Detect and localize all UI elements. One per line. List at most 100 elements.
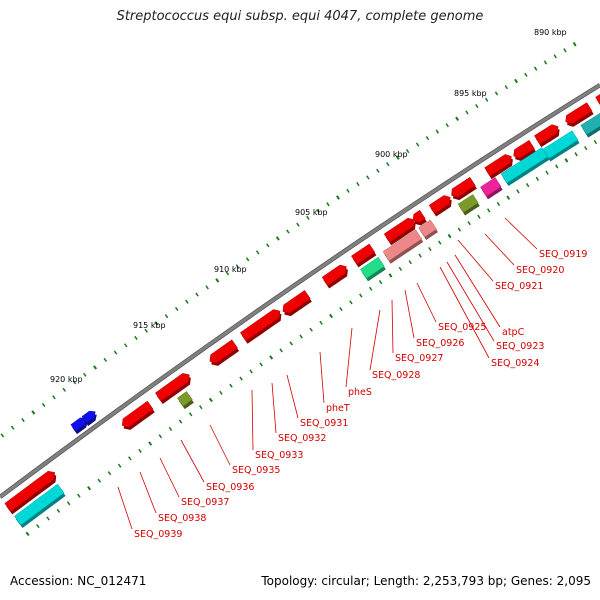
outer-tick [563, 48, 567, 53]
outer-tick [134, 335, 138, 340]
inner-tick [309, 327, 313, 332]
cog-magenta-0 [480, 177, 502, 197]
gene-red-9 [412, 209, 426, 223]
inner-tick [516, 189, 520, 194]
outer-tick [306, 215, 310, 220]
inner-tick [128, 456, 132, 461]
gene-label: atpC [502, 327, 525, 338]
outer-tick [386, 162, 390, 167]
gene-labels: SEQ_0919 SEQ_0920 SEQ_0921 atpC SEQ_0923 SEQ_… [134, 249, 587, 540]
gene-label: SEQ_0937 [181, 497, 229, 508]
gene-features [4, 94, 600, 529]
inner-tick [428, 246, 432, 252]
inner-tick [249, 369, 253, 374]
leader-line [416, 282, 437, 323]
outer-tick [465, 110, 469, 115]
inner-tick [66, 501, 71, 506]
outer-tick [455, 116, 460, 122]
accession-text: Accession: NC_012471 [10, 574, 147, 588]
inner-tick [564, 158, 569, 163]
inner-tick [158, 434, 163, 439]
inner-tick [438, 240, 442, 245]
cog-pink-0 [382, 229, 423, 262]
inner-tick [239, 376, 243, 381]
leader-line [251, 389, 254, 451]
outer-tick [93, 365, 98, 370]
scale-tick-labels: 890 kbp 895 kbp 900 kbp 905 kbp 910 kbp 915 k… [50, 28, 567, 384]
label-leader-lines [117, 217, 538, 530]
outer-tick [445, 123, 449, 128]
gene-label: SEQ_0936 [206, 482, 254, 493]
gene-label: SEQ_0927 [395, 353, 443, 364]
leader-line [159, 457, 180, 498]
outer-tick [123, 343, 128, 348]
gene-label: SEQ_0926 [416, 338, 464, 349]
gene-red-13 [513, 139, 535, 159]
inner-tick [477, 214, 481, 219]
leader-line [180, 439, 205, 483]
inner-tick [339, 307, 343, 312]
inner-tick [545, 170, 549, 175]
gene-red-7 [351, 243, 376, 265]
gene-red-8 [383, 217, 415, 243]
outer-tick [533, 66, 538, 71]
genome-title: Streptococcus equi subsp. equi 4047, com… [116, 9, 484, 24]
outer-tick [275, 236, 280, 241]
inner-tick [279, 348, 283, 353]
outer-tick [245, 257, 250, 262]
gene-label: SEQ_0919 [539, 249, 587, 260]
gene-label: SEQ_0923 [496, 341, 544, 352]
outer-tick [415, 142, 420, 147]
inner-tick [46, 516, 50, 521]
gene-label: SEQ_0938 [158, 513, 206, 524]
gene-red-10 [428, 195, 451, 214]
gene-red-4 [239, 309, 281, 342]
inner-tick [259, 362, 263, 367]
gene-red-14 [534, 124, 559, 145]
outer-tick [62, 387, 67, 392]
inner-tick [117, 463, 122, 468]
outer-tick [326, 202, 330, 207]
inner-tick [418, 253, 422, 258]
inner-tick [56, 508, 61, 513]
outer-tick [83, 372, 87, 377]
outer-tick [144, 328, 148, 333]
gene-label: pheT [326, 403, 350, 414]
gene-red-12 [484, 154, 512, 177]
inner-tick [555, 164, 559, 169]
scale-tick-label: 895 kbp [454, 89, 487, 98]
leader-line [504, 217, 538, 250]
gene-red-2 [155, 373, 190, 402]
outer-tick [286, 229, 290, 234]
leader-line [117, 486, 133, 530]
inner-tick [329, 313, 333, 319]
leader-line [286, 374, 299, 419]
scale-tick-label: 915 kbp [133, 321, 166, 330]
leader-line [209, 424, 231, 466]
scale-ticks [0, 41, 598, 537]
outer-tick [41, 402, 46, 407]
leader-line [446, 261, 495, 342]
inner-tick [447, 233, 452, 239]
outer-tick [346, 188, 350, 193]
leader-line [345, 327, 353, 388]
outer-tick [316, 208, 320, 214]
inner-tick [535, 176, 540, 181]
outer-tick [572, 41, 577, 47]
inner-tick [584, 146, 588, 151]
outer-tick [255, 250, 260, 255]
outer-tick [405, 149, 410, 154]
outer-tick [21, 418, 25, 423]
outer-tick [164, 314, 169, 319]
outer-tick [174, 306, 179, 311]
inner-tick [97, 478, 102, 483]
outer-tick [195, 292, 199, 297]
outer-tick [425, 135, 430, 141]
gene-blue-1 [81, 410, 96, 424]
outer-tick [435, 129, 440, 134]
outer-tick [366, 175, 370, 180]
outer-tick [266, 243, 270, 248]
outer-tick [31, 410, 36, 415]
inner-tick [168, 426, 173, 431]
gene-label: SEQ_0924 [491, 358, 539, 369]
